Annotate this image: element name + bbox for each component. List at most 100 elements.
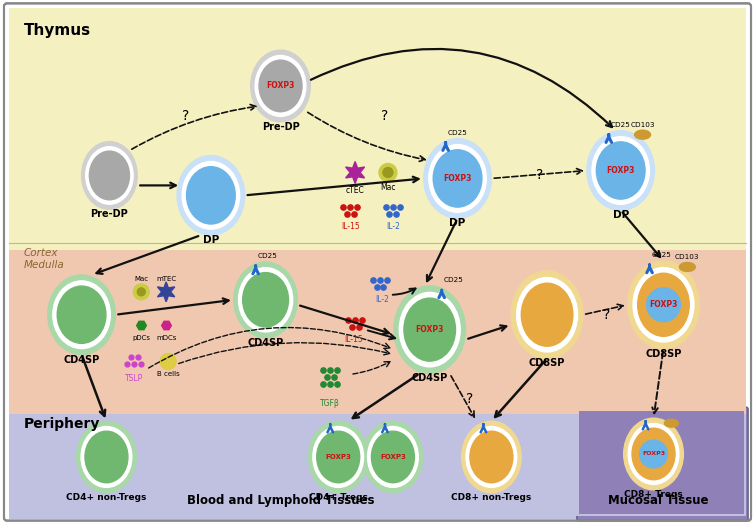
Text: ?: ? bbox=[183, 109, 190, 123]
Text: TSLP: TSLP bbox=[125, 375, 143, 384]
Text: Periphery: Periphery bbox=[24, 417, 100, 431]
Text: CD25: CD25 bbox=[611, 122, 630, 128]
Ellipse shape bbox=[394, 286, 466, 374]
Ellipse shape bbox=[511, 271, 583, 358]
Ellipse shape bbox=[53, 281, 110, 348]
Text: CD25: CD25 bbox=[257, 253, 278, 259]
Text: CD25: CD25 bbox=[652, 252, 671, 258]
Ellipse shape bbox=[317, 431, 359, 483]
Text: B cells: B cells bbox=[157, 372, 180, 377]
Ellipse shape bbox=[134, 284, 149, 300]
Ellipse shape bbox=[639, 440, 667, 468]
FancyBboxPatch shape bbox=[4, 3, 751, 521]
Ellipse shape bbox=[379, 163, 397, 181]
Text: CD8SP: CD8SP bbox=[646, 348, 682, 358]
Text: Medulla: Medulla bbox=[24, 260, 65, 270]
Ellipse shape bbox=[624, 418, 683, 490]
Text: FOXP3: FOXP3 bbox=[642, 452, 665, 456]
Ellipse shape bbox=[363, 421, 423, 493]
Ellipse shape bbox=[182, 161, 239, 229]
Ellipse shape bbox=[368, 427, 418, 487]
Text: ?: ? bbox=[603, 308, 610, 322]
Ellipse shape bbox=[592, 137, 649, 204]
Ellipse shape bbox=[76, 421, 137, 493]
Text: CD103: CD103 bbox=[675, 254, 700, 260]
Ellipse shape bbox=[466, 427, 516, 487]
Ellipse shape bbox=[635, 130, 651, 139]
Text: CD4+ non-Tregs: CD4+ non-Tregs bbox=[66, 493, 146, 502]
Text: DP: DP bbox=[449, 218, 466, 228]
Text: Mucosal Tissue: Mucosal Tissue bbox=[609, 494, 709, 507]
Ellipse shape bbox=[433, 150, 482, 207]
Ellipse shape bbox=[251, 50, 310, 122]
Text: FOXP3: FOXP3 bbox=[267, 81, 294, 91]
Text: Pre-DP: Pre-DP bbox=[262, 122, 300, 132]
Ellipse shape bbox=[57, 286, 106, 343]
Bar bbox=[9, 8, 746, 302]
Text: Cortex: Cortex bbox=[24, 248, 58, 258]
Ellipse shape bbox=[137, 288, 145, 296]
Text: CD8SP: CD8SP bbox=[529, 358, 565, 368]
Text: ?: ? bbox=[466, 392, 473, 406]
Ellipse shape bbox=[308, 421, 368, 493]
Ellipse shape bbox=[521, 283, 573, 346]
Ellipse shape bbox=[461, 421, 521, 493]
Text: mDCs: mDCs bbox=[156, 335, 177, 341]
Ellipse shape bbox=[404, 298, 455, 361]
Text: Mac: Mac bbox=[381, 183, 396, 192]
Text: Mac: Mac bbox=[134, 276, 148, 282]
Ellipse shape bbox=[587, 130, 655, 210]
Text: TGFβ: TGFβ bbox=[320, 399, 340, 408]
Ellipse shape bbox=[429, 145, 486, 212]
Ellipse shape bbox=[89, 151, 129, 200]
Text: pDCs: pDCs bbox=[132, 335, 150, 341]
Ellipse shape bbox=[85, 431, 128, 483]
Text: FOXP3: FOXP3 bbox=[415, 325, 444, 334]
Text: FOXP3: FOXP3 bbox=[380, 454, 406, 460]
Ellipse shape bbox=[664, 419, 679, 427]
Bar bbox=[9, 409, 746, 519]
Polygon shape bbox=[346, 161, 365, 183]
Text: DP: DP bbox=[612, 210, 629, 220]
Text: FOXP3: FOXP3 bbox=[606, 166, 635, 175]
Text: IL-15: IL-15 bbox=[344, 335, 362, 344]
Text: CD4SP: CD4SP bbox=[411, 374, 448, 384]
Text: CD103: CD103 bbox=[630, 122, 655, 128]
Text: ?: ? bbox=[535, 168, 543, 182]
Ellipse shape bbox=[399, 292, 460, 367]
Ellipse shape bbox=[596, 142, 645, 199]
Ellipse shape bbox=[81, 427, 132, 487]
Ellipse shape bbox=[242, 272, 288, 327]
Bar bbox=[9, 243, 746, 414]
Text: ?: ? bbox=[381, 109, 389, 123]
Text: FOXP3: FOXP3 bbox=[443, 174, 472, 183]
Ellipse shape bbox=[177, 156, 245, 235]
Ellipse shape bbox=[628, 423, 679, 484]
Text: Blood and Lymphoid Tissues: Blood and Lymphoid Tissues bbox=[186, 494, 374, 507]
Ellipse shape bbox=[680, 263, 695, 271]
Text: Pre-DP: Pre-DP bbox=[91, 209, 128, 219]
Text: CD4+ Tregs: CD4+ Tregs bbox=[309, 493, 368, 502]
Ellipse shape bbox=[632, 428, 675, 480]
Ellipse shape bbox=[234, 262, 297, 337]
Ellipse shape bbox=[48, 275, 116, 355]
Text: CD25: CD25 bbox=[444, 277, 464, 283]
Text: Thymus: Thymus bbox=[24, 23, 91, 38]
Ellipse shape bbox=[646, 288, 680, 322]
Text: FOXP3: FOXP3 bbox=[649, 300, 678, 309]
Text: CD4SP: CD4SP bbox=[63, 355, 100, 365]
Text: FOXP3: FOXP3 bbox=[325, 454, 351, 460]
Ellipse shape bbox=[627, 261, 699, 348]
Text: DP: DP bbox=[203, 235, 219, 245]
Bar bbox=[9, 414, 746, 516]
Text: CD25: CD25 bbox=[448, 129, 467, 136]
Text: mTEC: mTEC bbox=[156, 276, 176, 282]
Text: CD8+ non-Tregs: CD8+ non-Tregs bbox=[451, 493, 532, 502]
Bar bbox=[9, 8, 746, 250]
Ellipse shape bbox=[239, 268, 293, 332]
Ellipse shape bbox=[633, 268, 694, 342]
Ellipse shape bbox=[638, 273, 689, 336]
Ellipse shape bbox=[160, 354, 176, 369]
Text: CD4SP: CD4SP bbox=[248, 337, 284, 347]
Ellipse shape bbox=[259, 60, 302, 112]
